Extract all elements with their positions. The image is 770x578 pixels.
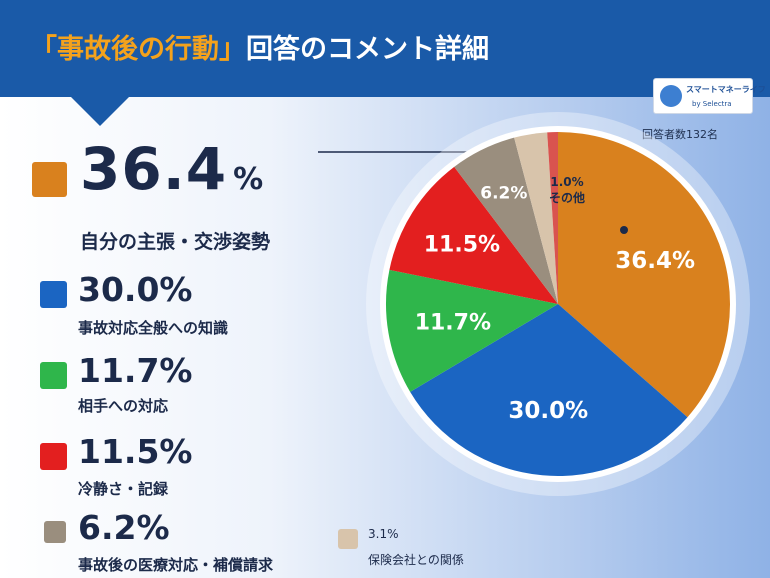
page-title: 「事故後の行動」回答のコメント詳細: [30, 27, 489, 66]
legend-value-2: 30.0%: [78, 270, 193, 309]
callout-dot-top: [620, 226, 628, 234]
legend-label-1: 自分の主張・交渉姿勢: [80, 231, 271, 253]
legend-value-4: 11.5%: [78, 432, 193, 471]
legend-label-4: 冷静さ・記録: [78, 480, 169, 498]
pie-slice-4: [389, 166, 558, 304]
header-pointer: [70, 96, 130, 126]
legend-label-5: 事故後の医療対応・補償請求: [78, 556, 274, 574]
logo-subtitle: by Selectra: [692, 100, 732, 108]
legend-value-number-1: 36.4: [80, 135, 228, 203]
legend-swatch-5: [44, 521, 66, 543]
pie-label-2: 30.0%: [508, 398, 588, 424]
pie-slice-3: [386, 269, 558, 392]
legend-swatch-3: [40, 362, 67, 389]
legend-swatch-6: [338, 529, 358, 549]
pie-slice-2: [410, 304, 688, 476]
header-banner: 「事故後の行動」回答のコメント詳細: [0, 0, 770, 97]
pie-slice-1: [558, 132, 730, 418]
legend-value-1: 36.4%: [80, 135, 264, 203]
legend-value-3: 11.7%: [78, 351, 193, 390]
legend-value-5: 6.2%: [78, 508, 170, 547]
legend-label-6: 保険会社との関係: [368, 553, 464, 567]
brand-logo: スマートマネーライフ by Selectra: [653, 78, 766, 114]
pie-label-5: 6.2%: [480, 184, 527, 204]
pie-slice-6: [514, 132, 558, 304]
title-rest: 回答のコメント詳細: [246, 34, 489, 65]
legend-swatch-2: [40, 281, 67, 308]
legend-value-sign-1: %: [233, 162, 265, 197]
pie-label-7: 1.0%その他: [549, 175, 585, 205]
title-highlight: 「事故後の行動」: [30, 34, 246, 65]
pie-slice-5: [454, 137, 558, 304]
pie-label-1: 36.4%: [615, 248, 695, 274]
respondent-count: 回答者数132名: [642, 128, 718, 141]
legend-value-6: 3.1%: [368, 527, 399, 541]
logo-name: スマートマネーライフ: [686, 85, 766, 94]
legend-label-3: 相手への対応: [78, 397, 169, 415]
pie-label-4: 11.5%: [424, 232, 500, 257]
legend-label-2: 事故対応全般への知識: [78, 319, 229, 337]
legend-swatch-4: [40, 443, 67, 470]
piggy-bank-icon: [660, 85, 682, 107]
legend-swatch-1: [32, 162, 67, 197]
pie-slice-7: [547, 132, 558, 304]
pie-label-3: 11.7%: [415, 311, 491, 336]
